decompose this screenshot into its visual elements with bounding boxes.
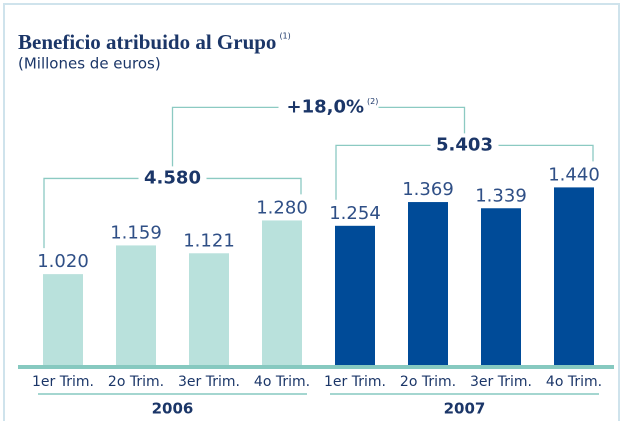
bar	[554, 187, 594, 365]
x-tick-label: 3er Trim.	[470, 374, 532, 390]
bar	[335, 225, 375, 365]
x-tick-label: 1er Trim.	[324, 374, 386, 390]
bar	[262, 220, 302, 365]
group-label: 2007	[444, 400, 486, 418]
value-label: 1.254	[329, 203, 381, 224]
value-label: 1.020	[37, 251, 89, 272]
growth-note: (2)	[367, 97, 378, 106]
value-label: 1.339	[475, 185, 527, 206]
value-label: 1.159	[110, 222, 162, 243]
growth-bracket	[171, 106, 466, 167]
value-label: 1.440	[548, 164, 600, 185]
bar	[189, 253, 229, 365]
x-tick-label: 4o Trim.	[254, 374, 310, 390]
x-tick-label: 2o Trim.	[108, 374, 164, 390]
x-tick-label: 2o Trim.	[400, 374, 456, 390]
total-label: 5.403	[436, 134, 493, 155]
x-tick-label: 3er Trim.	[178, 374, 240, 390]
title-note: (1)	[279, 32, 290, 41]
total-bracket	[335, 144, 594, 200]
chart-title: Beneficio atribuido al Grupo	[18, 30, 276, 54]
value-label: 1.369	[402, 179, 454, 200]
growth-label: +18,0%	[287, 96, 365, 117]
total-bracket	[43, 177, 302, 249]
bar	[408, 202, 448, 365]
bar	[43, 274, 83, 365]
card-border	[3, 3, 620, 421]
x-tick-label: 1er Trim.	[32, 374, 94, 390]
group-label: 2006	[152, 400, 194, 418]
x-tick-label: 4o Trim.	[546, 374, 602, 390]
value-label: 1.121	[183, 230, 235, 251]
total-label: 4.580	[144, 167, 201, 188]
value-label: 1.280	[256, 197, 308, 218]
baseline	[18, 365, 614, 369]
chart-subtitle: (Millones de euros)	[18, 55, 161, 73]
bar	[481, 208, 521, 365]
bar	[116, 245, 156, 365]
